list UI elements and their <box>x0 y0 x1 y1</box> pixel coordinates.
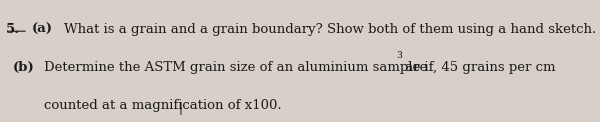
Text: (a): (a) <box>32 23 53 36</box>
Text: counted at a magnification of x100.: counted at a magnification of x100. <box>44 99 282 112</box>
Text: 3: 3 <box>396 51 402 61</box>
Text: |: | <box>179 102 183 115</box>
Text: 5.: 5. <box>6 23 20 36</box>
Text: are: are <box>401 61 428 74</box>
Text: (b): (b) <box>13 61 35 74</box>
Text: What is a grain and a grain boundary? Show both of them using a hand sketch.: What is a grain and a grain boundary? Sh… <box>64 23 597 36</box>
Text: Determine the ASTM grain size of an aluminium sample if, 45 grains per cm: Determine the ASTM grain size of an alum… <box>44 61 556 74</box>
